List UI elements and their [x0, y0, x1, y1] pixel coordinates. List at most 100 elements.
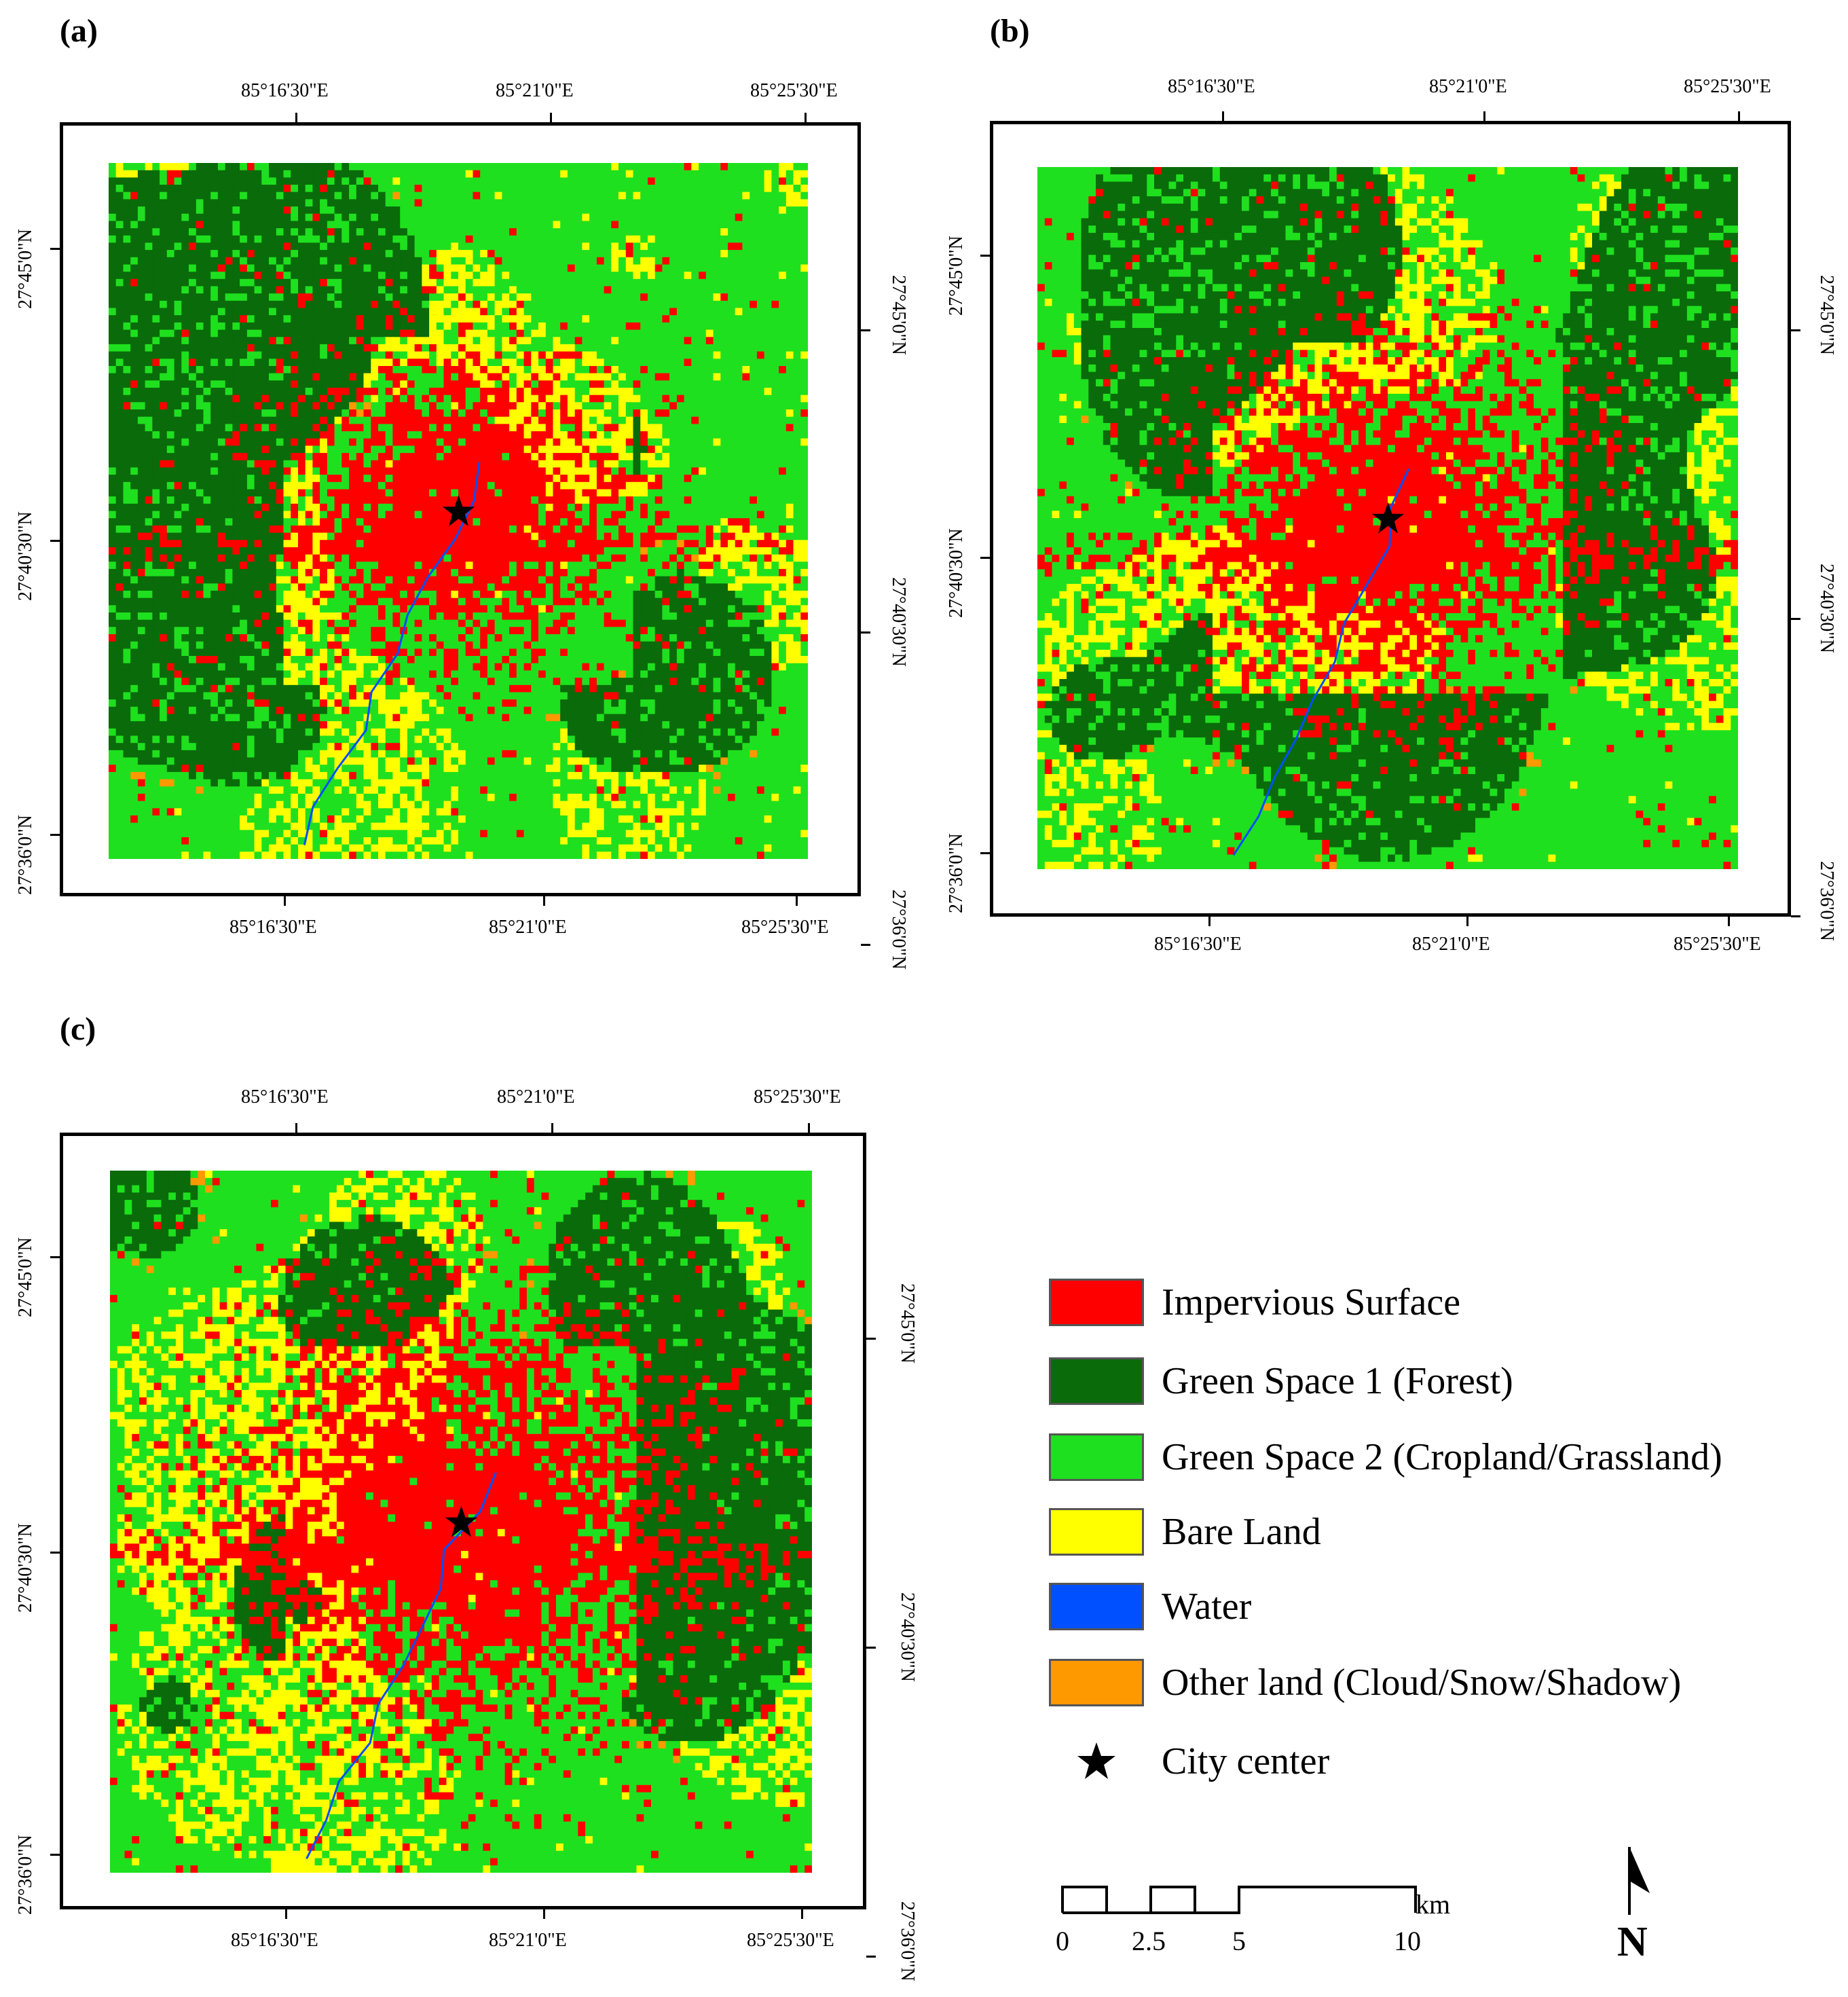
panel-c-top-tick-mark: [808, 1123, 810, 1133]
river-line: [306, 1472, 497, 1860]
panel-a-bottom-tick-label: 85°21'0"E: [489, 917, 567, 938]
panel-c-bottom-tick-label: 85°16'30"E: [231, 1930, 318, 1952]
panel-b-right-tick-label: 27°40'30"N: [1815, 564, 1837, 653]
panel-b-bottom-tick-label: 85°16'30"E: [1154, 934, 1242, 955]
panel-a-top-tick-mark: [295, 113, 297, 122]
panel-a-right-tick-mark: [861, 631, 870, 634]
panel-c-left-tick-label: 27°40'30"N: [15, 1523, 37, 1613]
panel-a-right-tick-label: 27°40'30"N: [887, 577, 909, 667]
city-center-star-icon: [445, 1505, 478, 1537]
panel-b-bottom-tick-mark: [1728, 917, 1730, 926]
panel-c-left-tick-mark: [50, 1552, 60, 1554]
panel-b-left-tick-mark: [980, 255, 990, 257]
panel-a-left-tick-label: 27°45'0"N: [15, 229, 37, 309]
legend-label-impervious: Impervious Surface: [1162, 1281, 1460, 1324]
river-line: [303, 462, 481, 845]
legend-swatch-impervious: [1049, 1279, 1144, 1326]
panel-b-top-tick-label: 85°21'0"E: [1429, 76, 1507, 98]
panel-a-top-tick-label: 85°21'0"E: [496, 80, 574, 102]
legend-item-forest: Green Space 1 (Forest): [1049, 1355, 1513, 1407]
legend-swatch-bare-land: [1049, 1508, 1144, 1556]
panel-c-top-tick-mark: [295, 1123, 297, 1133]
river-line: [1232, 468, 1410, 856]
panel-b-left-tick-label: 27°45'0"N: [946, 236, 967, 316]
panel-c-top-tick-label: 85°21'0"E: [497, 1086, 575, 1108]
panel-a-left-tick-mark: [50, 248, 60, 250]
panel-c-bottom-tick-mark: [285, 1909, 287, 1919]
panel-c-left-tick-label: 27°45'0"N: [15, 1237, 37, 1317]
panel-c-land-cover-raster: [110, 1171, 812, 1873]
panel-b-land-cover-raster: [1037, 167, 1738, 869]
legend-label-bare-land: Bare Land: [1162, 1510, 1321, 1554]
panel-c-right-tick-mark: [866, 1338, 876, 1340]
panel-a-right-tick-mark: [861, 329, 870, 331]
panel-b-top-tick-mark: [1483, 111, 1485, 121]
panel-c-right-tick-label: 27°40'30"N: [896, 1592, 918, 1682]
legend-label-forest: Green Space 1 (Forest): [1162, 1359, 1513, 1403]
star-icon: [1049, 1738, 1144, 1785]
scale-bar: 0 2.5 5 10 km: [1049, 1871, 1524, 1966]
panel-b-top-tick-mark: [1222, 111, 1224, 121]
panel-a-right-tick-mark: [861, 944, 870, 946]
panel-c-top-tick-label: 85°25'30"E: [754, 1086, 841, 1108]
legend-swatch-cropland: [1049, 1433, 1144, 1481]
panel-a-left-tick-label: 27°36'0"N: [15, 815, 37, 895]
panel-a-top-tick-label: 85°16'30"E: [241, 80, 329, 102]
scale-unit: km: [1416, 1888, 1450, 1920]
panel-b-right-tick-label: 27°45'0"N: [1815, 275, 1837, 355]
panel-b-left-tick-mark: [980, 852, 990, 854]
legend-item-cropland: Green Space 2 (Cropland/Grassland): [1049, 1431, 1722, 1483]
legend-item-impervious: Impervious Surface: [1049, 1277, 1460, 1328]
panel-b-left-tick-mark: [980, 557, 990, 559]
scale-label-2-5: 2.5: [1132, 1925, 1166, 1957]
panel-b-top-tick-label: 85°25'30"E: [1684, 76, 1771, 98]
panel-c-bottom-tick-mark: [543, 1909, 545, 1919]
panel-b-right-tick-label: 27°36'0"N: [1815, 861, 1837, 941]
legend-item-other-land: Other land (Cloud/Snow/Shadow): [1049, 1657, 1681, 1708]
panel-a-left-tick-mark: [50, 540, 60, 542]
panel-b-left-tick-label: 27°36'0"N: [946, 833, 967, 913]
legend-item-bare-land: Bare Land: [1049, 1506, 1321, 1558]
scale-label-10: 10: [1394, 1925, 1421, 1957]
panel-c-right-tick-label: 27°36'0"N: [896, 1901, 918, 1981]
panel-a-bottom-tick-label: 85°25'30"E: [741, 917, 829, 938]
panel-a-bottom-tick-mark: [543, 896, 545, 906]
panel-a-right-tick-label: 27°45'0"N: [887, 275, 909, 355]
panel-b-top-tick-mark: [1738, 111, 1740, 121]
panel-a-bottom-tick-mark: [284, 896, 286, 906]
panel-a-bottom-tick-label: 85°16'30"E: [229, 917, 317, 938]
panel-b-bottom-tick-label: 85°21'0"E: [1412, 934, 1490, 955]
legend-label-water: Water: [1162, 1585, 1251, 1628]
panel-a-top-tick-label: 85°25'30"E: [750, 80, 838, 102]
panel-c-left-tick-mark: [50, 1256, 60, 1258]
panel-c-right-tick-label: 27°45'0"N: [896, 1283, 918, 1363]
scale-label-0: 0: [1056, 1925, 1069, 1957]
panel-c-bottom-tick-label: 85°21'0"E: [489, 1930, 567, 1952]
legend-item-water: Water: [1049, 1581, 1251, 1632]
legend-item-city-center: City center: [1049, 1736, 1329, 1787]
panel-c-top-tick-mark: [551, 1123, 553, 1133]
panel-c-letter: (c): [60, 1010, 96, 1048]
north-arrow-icon: N: [1616, 1847, 1663, 1969]
panel-a-top-tick-mark: [550, 113, 552, 122]
panel-c-bottom-tick-label: 85°25'30"E: [747, 1930, 834, 1952]
panel-b-left-tick-label: 27°40'30"N: [946, 528, 967, 618]
panel-c-right-tick-mark: [866, 1956, 876, 1958]
panel-b-letter: (b): [990, 12, 1030, 50]
panel-b-right-tick-mark: [1791, 915, 1800, 917]
legend-swatch-other-land: [1049, 1659, 1144, 1706]
panel-a-right-tick-label: 27°36'0"N: [887, 890, 909, 970]
panel-a-left-tick-label: 27°40'30"N: [15, 511, 37, 601]
panel-c-left-tick-label: 27°36'0"N: [15, 1835, 37, 1915]
panel-b-right-tick-mark: [1791, 618, 1800, 620]
panel-a-top-tick-mark: [805, 113, 807, 122]
north-label: N: [1617, 1918, 1648, 1966]
panel-c-left-tick-mark: [50, 1854, 60, 1856]
legend-swatch-forest: [1049, 1357, 1144, 1405]
panel-a-land-cover-raster: [109, 163, 808, 859]
panel-c-bottom-tick-mark: [801, 1909, 803, 1919]
panel-b-bottom-tick-mark: [1208, 917, 1211, 926]
panel-c-right-tick-mark: [866, 1647, 876, 1649]
panel-b-top-tick-label: 85°16'30"E: [1168, 76, 1255, 98]
legend-label-other-land: Other land (Cloud/Snow/Shadow): [1162, 1661, 1681, 1704]
